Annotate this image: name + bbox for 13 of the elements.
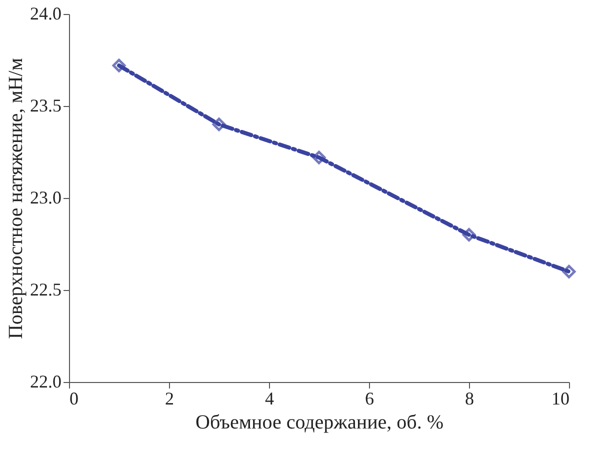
y-tick-label: 23.0 [30, 188, 62, 208]
y-tick-label: 24.0 [30, 4, 62, 24]
y-tick-label: 23.5 [30, 96, 62, 116]
x-tick-label: 8 [465, 388, 474, 408]
x-tick-label: 0 [70, 388, 78, 408]
x-tick-label: 10 [552, 388, 570, 408]
x-axis-title: Объемное содержание, об. % [196, 412, 444, 434]
y-tick-label: 22.5 [30, 280, 62, 300]
x-tick-label: 2 [165, 388, 174, 408]
y-axis-title: Поверхностное натяжение, мН/м [5, 58, 27, 340]
y-tick-label: 22.0 [30, 372, 62, 392]
x-tick-label: 4 [265, 388, 274, 408]
x-tick-label: 6 [365, 388, 374, 408]
